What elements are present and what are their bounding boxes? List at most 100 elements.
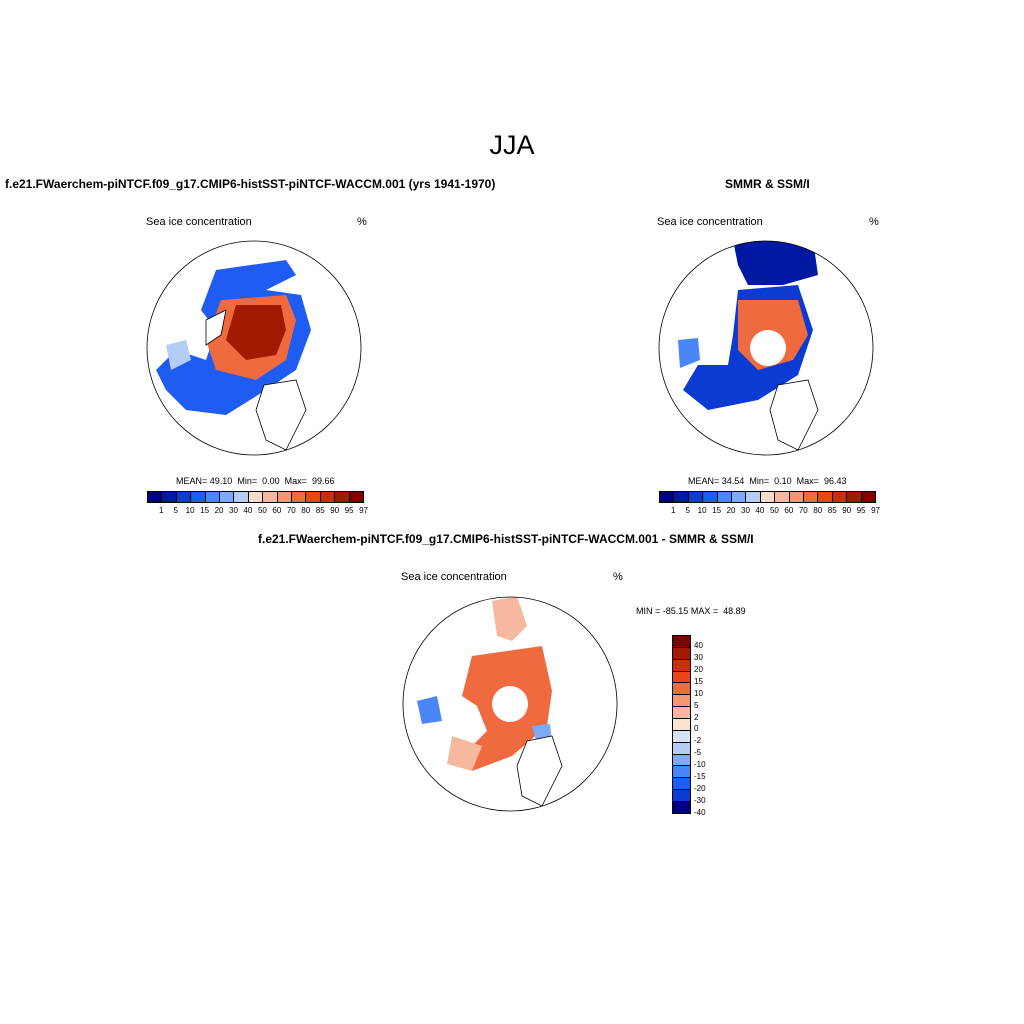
p2-colorbar-tick-label: 90 [842, 506, 852, 515]
p1-colorbar-swatch-2 [176, 492, 192, 502]
main-title: JJA [489, 130, 535, 160]
p1-colorbar-tick-label: 60 [272, 506, 282, 515]
p2-colorbar-tick-label: 1 [671, 506, 676, 515]
p2-colorbar-tick-label: 60 [784, 506, 794, 515]
p1-circle [146, 240, 362, 456]
p3-tick-label: -5 [694, 748, 702, 758]
p2-colorbar-tick-label: 50 [769, 506, 779, 515]
p3-tick-label: -30 [694, 796, 706, 806]
p1-colorbar-tick-label: 15 [200, 506, 210, 515]
panel-2-colorbar [659, 491, 876, 503]
p2-colorbar-tick-label: 40 [755, 506, 765, 515]
p3-diff-pale2 [447, 736, 482, 771]
p2-colorbar-swatch-11 [818, 492, 833, 502]
p1-colorbar-tick-label: 10 [185, 506, 195, 515]
panel-2-map [658, 240, 874, 456]
p1-colorbar-swatch-4 [205, 492, 221, 502]
p3-tick-label: -10 [694, 760, 706, 770]
p1-colorbar-swatch-7 [248, 492, 264, 502]
p3-colorbar-swatch-3 [673, 671, 690, 684]
p1-colorbar-tick-label: 70 [286, 506, 296, 515]
p3-colorbar-swatch-10 [673, 754, 690, 767]
p3-colorbar-swatch-0 [673, 636, 690, 648]
panel-3-map [402, 596, 618, 812]
p3-diff-blue [417, 696, 442, 724]
p3-tick-label: 15 [694, 676, 703, 686]
p3-tick-label: -40 [694, 808, 706, 817]
p2-colorbar-tick-label: 20 [726, 506, 736, 515]
p1-colorbar-swatch-8 [263, 492, 278, 502]
p2-colorbar-swatch-0 [660, 492, 675, 502]
p1-colorbar-tick-label: 80 [301, 506, 311, 515]
panel-2-stats: MEAN= 34.54 Min= 0.10 Max= 96.43 [688, 476, 847, 486]
p2-polehole [750, 330, 786, 366]
p1-colorbar-tick-label: 90 [330, 506, 340, 515]
p2-colorbar-swatch-14 [861, 492, 876, 502]
p1-colorbar-tick-label: 50 [257, 506, 267, 515]
p3-diff-pale [492, 597, 527, 641]
p3-tick-label: -2 [694, 736, 702, 746]
p3-tick-label: 40 [694, 640, 703, 650]
p3-colorbar-swatch-12 [673, 778, 690, 791]
p1-colorbar-swatch-1 [162, 492, 177, 502]
p1-colorbar-swatch-10 [292, 492, 307, 502]
p2-colorbar-tick-label: 95 [856, 506, 866, 515]
p3-colorbar-swatch-6 [673, 707, 690, 720]
panel-1-map [146, 240, 362, 456]
p2-colorbar-swatch-10 [804, 492, 819, 502]
p2-colorbar-swatch-4 [717, 492, 733, 502]
p1-colorbar-swatch-5 [220, 492, 235, 502]
p3-colorbar-swatch-11 [673, 766, 690, 779]
p1-colorbar-swatch-12 [320, 492, 336, 502]
p3-colorbar-swatch-14 [673, 802, 690, 813]
p2-colorbar-tick-label: 97 [871, 506, 881, 515]
p3-colorbar-swatch-9 [673, 742, 690, 755]
p2-circle [658, 240, 874, 456]
panel-3-colorbar [672, 635, 691, 814]
p3-tick-label: 20 [694, 664, 703, 674]
p3-tick-label: 0 [694, 724, 699, 734]
p2-colorbar-swatch-13 [847, 492, 862, 502]
panel-2-colorbar-labels: 1 5 10 15 20 30 40 50 60 70 80 85 90 95 97 [666, 506, 883, 515]
panel-2-units: % [869, 216, 879, 228]
p2-colorbar-tick-label: 10 [697, 506, 707, 515]
panel-3-title: f.e21.FWaerchem-piNTCF.f09_g17.CMIP6-his… [258, 532, 754, 546]
panel-2-variable: Sea ice concentration [657, 216, 763, 228]
p1-colorbar-tick-label: 1 [159, 506, 164, 515]
p3-land-greenland [516, 735, 563, 807]
p1-colorbar-swatch-9 [277, 492, 293, 502]
panel-1-variable: Sea ice concentration [146, 216, 252, 228]
p2-colorbar-swatch-8 [775, 492, 790, 502]
p2-colorbar-swatch-1 [674, 492, 689, 502]
p1-colorbar-tick-label: 30 [229, 506, 238, 515]
p2-colorbar-tick-label: 30 [741, 506, 750, 515]
p3-tick-label: 5 [694, 700, 699, 710]
p1-colorbar-swatch-11 [306, 492, 321, 502]
p1-colorbar-tick-label: 40 [243, 506, 253, 515]
p3-colorbar-swatch-2 [673, 659, 690, 672]
p2-colorbar-tick-label: 80 [813, 506, 823, 515]
panel-3-range: MIN = -85.15 MAX = 48.89 [636, 606, 746, 616]
p3-tick-label: -15 [694, 772, 706, 782]
p1-colorbar-swatch-14 [349, 492, 364, 502]
p1-colorbar-swatch-3 [191, 492, 206, 502]
p3-tick-label: 10 [694, 688, 703, 698]
panel-3-variable: Sea ice concentration [401, 571, 507, 583]
p2-colorbar-tick-label: 70 [798, 506, 808, 515]
panel-1-colorbar [147, 491, 364, 503]
p1-land-greenland [255, 379, 307, 451]
p3-colorbar-swatch-13 [673, 790, 690, 803]
p3-colorbar-swatch-7 [673, 719, 690, 731]
p1-ice-pale [166, 340, 191, 370]
p1-colorbar-tick-label: 97 [359, 506, 369, 515]
p1-colorbar-swatch-6 [234, 492, 249, 502]
p1-colorbar-swatch-0 [148, 492, 163, 502]
p2-colorbar-tick-label: 15 [712, 506, 722, 515]
p2-ice-pale [678, 338, 700, 368]
p3-colorbar-swatch-5 [673, 695, 690, 708]
panel-1-stats: MEAN= 49.10 Min= 0.00 Max= 99.66 [176, 476, 335, 486]
panel-1-colorbar-labels: 1 5 10 15 20 30 40 50 60 70 80 85 90 95 97 [154, 506, 371, 515]
panel-2-title: SMMR & SSM/I [725, 177, 810, 191]
p1-ice-core [226, 305, 286, 360]
p3-colorbar-swatch-8 [673, 730, 690, 743]
